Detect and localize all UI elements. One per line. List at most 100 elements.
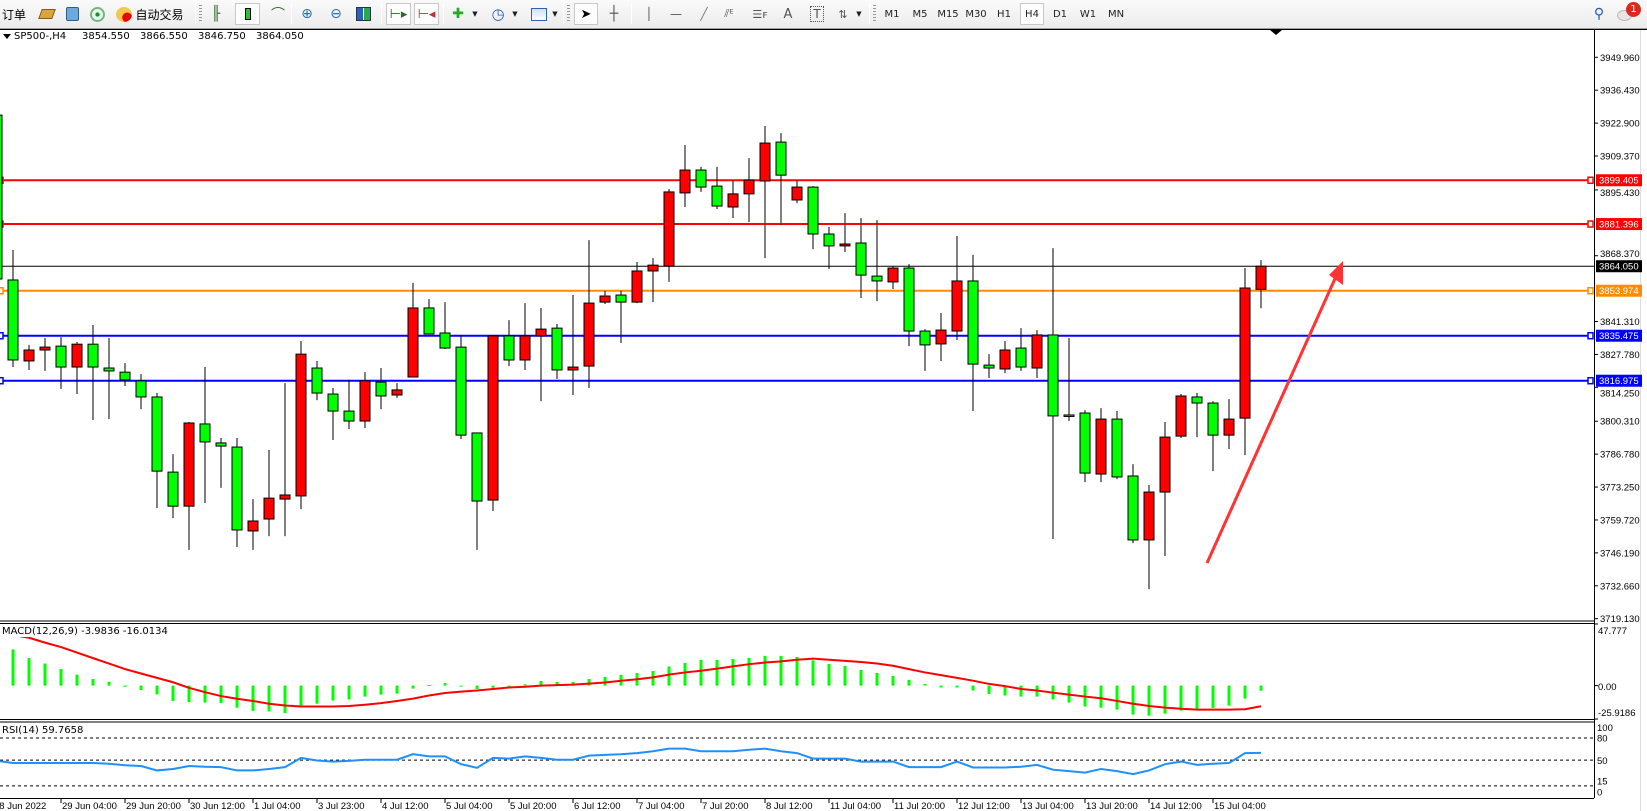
- timeframe-d1[interactable]: D1: [1052, 8, 1068, 20]
- candle-body: [423, 307, 435, 335]
- fibonacci-tool[interactable]: ☰ꜰ: [749, 3, 771, 25]
- arrows-dropdown[interactable]: ▼: [856, 10, 862, 18]
- cursor-tool[interactable]: ➤: [574, 3, 598, 25]
- candle: [199, 367, 211, 503]
- price-tag: [1596, 329, 1642, 342]
- toolbar-grip[interactable]: [873, 5, 876, 23]
- candlestick-chart-button[interactable]: [235, 3, 260, 25]
- data-window-button[interactable]: [61, 3, 83, 25]
- cursor-icon: ➤: [580, 6, 592, 22]
- macd-histogram-bar: [955, 685, 959, 688]
- trend-arrow[interactable]: [1205, 271, 1340, 564]
- search-icon: ⚲: [1593, 6, 1605, 22]
- line-handle[interactable]: [0, 286, 4, 295]
- line-handle[interactable]: [0, 331, 4, 340]
- market-watch-button[interactable]: [36, 3, 58, 25]
- crosshair-tool[interactable]: ┼: [603, 3, 625, 25]
- time-axis-label: 11 Jul 04:00: [830, 801, 881, 811]
- orders-menu[interactable]: 订单: [0, 3, 28, 25]
- candle-body: [487, 335, 499, 501]
- candle: [1095, 408, 1107, 483]
- line-handle[interactable]: [1587, 286, 1594, 295]
- timeframe-m1[interactable]: M1: [884, 8, 900, 20]
- bar-chart-button[interactable]: ╟: [205, 3, 227, 25]
- chart-shift-marker-icon[interactable]: [1270, 30, 1282, 35]
- tile-windows-button[interactable]: [352, 3, 374, 25]
- candle: [551, 323, 563, 379]
- horizontal-line-tool[interactable]: —: [665, 3, 687, 25]
- messages-button[interactable]: 1: [1614, 2, 1644, 25]
- trendline-tool[interactable]: ╱: [693, 3, 715, 25]
- toolbar-grip[interactable]: [567, 5, 570, 23]
- indicators-button[interactable]: ✚: [448, 3, 468, 25]
- vertical-line-tool[interactable]: │: [638, 3, 660, 25]
- candle-body: [311, 367, 323, 394]
- text-tool[interactable]: A: [777, 3, 799, 25]
- timeframe-m5[interactable]: M5: [912, 8, 928, 20]
- equidistant-channel-tool[interactable]: ⫽ᴱ: [718, 3, 740, 25]
- crosshair-icon: ┼: [609, 6, 619, 22]
- candle: [391, 383, 403, 398]
- auto-scroll-button[interactable]: ⊢▸: [386, 3, 411, 25]
- candle: [615, 290, 627, 343]
- candle: [423, 299, 435, 335]
- candle: [375, 368, 387, 410]
- timeframe-m30[interactable]: M30: [965, 8, 987, 20]
- zoom-out-button[interactable]: ⊖: [325, 3, 347, 25]
- line-handle[interactable]: [0, 376, 4, 385]
- macd-histogram-bar: [459, 685, 463, 687]
- line-handle[interactable]: [1587, 376, 1594, 385]
- candle-body: [407, 307, 419, 378]
- timeframe-h4[interactable]: H4: [1020, 3, 1044, 25]
- time-axis-label: 30 Jun 12:00: [190, 801, 245, 811]
- candle: [23, 344, 35, 370]
- timeframe-mn[interactable]: MN: [1107, 8, 1125, 20]
- macd-histogram-bar: [267, 685, 271, 712]
- macd-histogram-bar: [219, 685, 223, 704]
- trendline-icon: ╱: [700, 7, 708, 21]
- candle-body: [263, 497, 275, 520]
- candle-body: [935, 329, 947, 345]
- toolbar-grip[interactable]: [199, 5, 202, 23]
- templates-dropdown[interactable]: ▼: [552, 10, 558, 18]
- macd-histogram-bar: [987, 685, 991, 694]
- candle: [759, 126, 771, 259]
- timeframe-w1[interactable]: W1: [1079, 8, 1097, 20]
- line-handle[interactable]: [1587, 220, 1594, 228]
- candle-body: [135, 380, 147, 398]
- candle-body: [759, 142, 771, 182]
- chart-shift-button[interactable]: ⊢◂: [414, 3, 439, 25]
- timeframe-m15[interactable]: M15: [937, 8, 959, 20]
- candle-body: [967, 280, 979, 365]
- candle: [583, 240, 595, 388]
- macd-histogram-bar: [379, 685, 383, 695]
- candle-body: [39, 346, 51, 351]
- header-high: 3866.550: [140, 31, 188, 42]
- templates-button[interactable]: [528, 3, 550, 25]
- bar-chart-icon: ╟: [211, 6, 221, 22]
- line-handle[interactable]: [1587, 331, 1594, 340]
- periods-button[interactable]: ◷: [488, 3, 508, 25]
- arrows-tool[interactable]: ⇅: [832, 3, 854, 25]
- timeframe-h1[interactable]: H1: [997, 8, 1011, 20]
- candle: [1207, 401, 1219, 472]
- line-chart-button[interactable]: ⌒: [267, 3, 289, 25]
- navigator-button[interactable]: [86, 3, 108, 25]
- symbol-menu-triangle-icon[interactable]: [3, 34, 11, 39]
- macd-histogram-bar: [299, 685, 303, 706]
- candle: [311, 360, 323, 401]
- line-handle[interactable]: [1587, 176, 1594, 184]
- notification-badge: 1: [1626, 2, 1641, 17]
- text-label-tool[interactable]: T: [806, 3, 828, 25]
- candle-body: [727, 193, 739, 208]
- macd-histogram-bar: [1195, 685, 1199, 709]
- indicators-dropdown[interactable]: ▼: [472, 10, 478, 18]
- zoom-in-button[interactable]: ⊕: [296, 3, 318, 25]
- candle-body: [1255, 265, 1267, 290]
- search-button[interactable]: ⚲: [1588, 3, 1610, 25]
- candle-body: [615, 294, 627, 303]
- autotrade-button[interactable]: 自动交易: [112, 3, 188, 25]
- rsi-line: [0, 747, 1262, 776]
- periods-dropdown[interactable]: ▼: [512, 10, 518, 18]
